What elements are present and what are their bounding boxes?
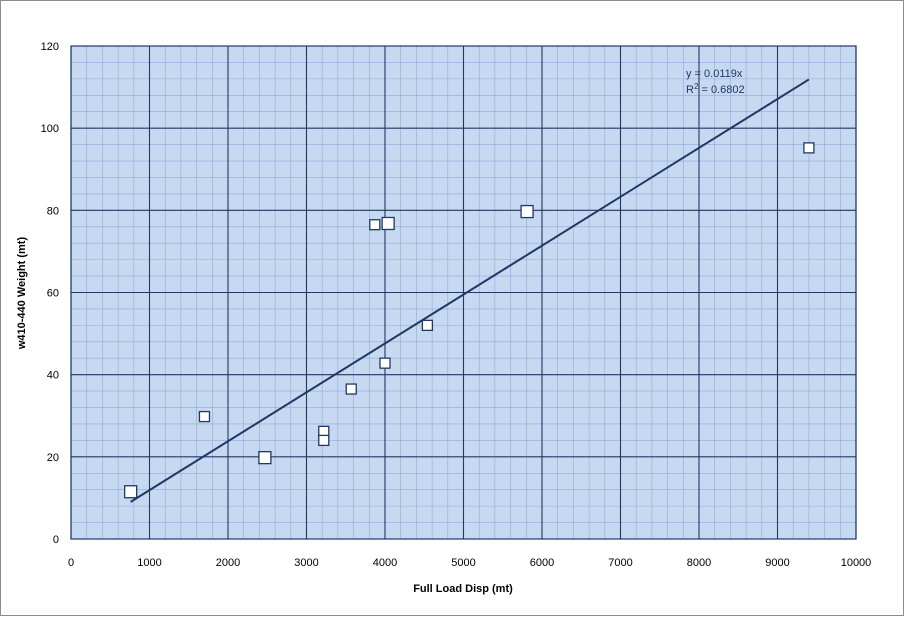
y-tick-label: 120 bbox=[41, 41, 59, 53]
data-point bbox=[381, 216, 395, 231]
x-tick-label: 3000 bbox=[294, 557, 318, 569]
x-tick-label: 1000 bbox=[137, 557, 161, 569]
y-tick-label: 60 bbox=[47, 288, 59, 300]
y-tick-label: 0 bbox=[53, 534, 59, 546]
data-point bbox=[369, 219, 381, 231]
data-point bbox=[803, 142, 815, 154]
x-tick-label: 6000 bbox=[530, 557, 554, 569]
data-point bbox=[379, 357, 391, 369]
trendline bbox=[130, 78, 810, 503]
data-point bbox=[318, 434, 330, 447]
data-point bbox=[258, 451, 272, 465]
data-point bbox=[345, 383, 357, 395]
x-axis-title: Full Load Disp (mt) bbox=[413, 583, 513, 595]
y-tick-label: 40 bbox=[47, 370, 59, 382]
y-tick-label: 100 bbox=[41, 123, 59, 135]
trendline-layer bbox=[130, 78, 810, 503]
y-axis-title: w410-440 Weight (mt) bbox=[16, 237, 28, 351]
plot-border bbox=[70, 45, 857, 540]
y-tick-label: 80 bbox=[47, 205, 59, 217]
x-tick-label: 5000 bbox=[451, 557, 475, 569]
x-tick-label: 9000 bbox=[765, 557, 789, 569]
x-tick-label: 10000 bbox=[841, 557, 872, 569]
data-point bbox=[421, 319, 434, 332]
x-tick-label: 8000 bbox=[687, 557, 711, 569]
data-point bbox=[520, 204, 534, 219]
trendline-equation: y = 0.0119x bbox=[686, 68, 743, 80]
trendline-r-squared: R2 = 0.6802 bbox=[686, 82, 745, 96]
data-point bbox=[124, 485, 138, 499]
y-tick-labels: 0 20 40 60 80 100 120 bbox=[41, 41, 59, 546]
data-points bbox=[124, 142, 815, 499]
x-tick-label: 7000 bbox=[608, 557, 632, 569]
y-tick-label: 20 bbox=[47, 452, 59, 464]
x-tick-labels: 0 1000 2000 3000 4000 5000 6000 7000 8000 9000 100… bbox=[68, 557, 871, 569]
data-point bbox=[198, 410, 211, 423]
x-tick-label: 4000 bbox=[373, 557, 397, 569]
x-tick-label: 2000 bbox=[216, 557, 240, 569]
x-tick-label: 0 bbox=[68, 557, 74, 569]
